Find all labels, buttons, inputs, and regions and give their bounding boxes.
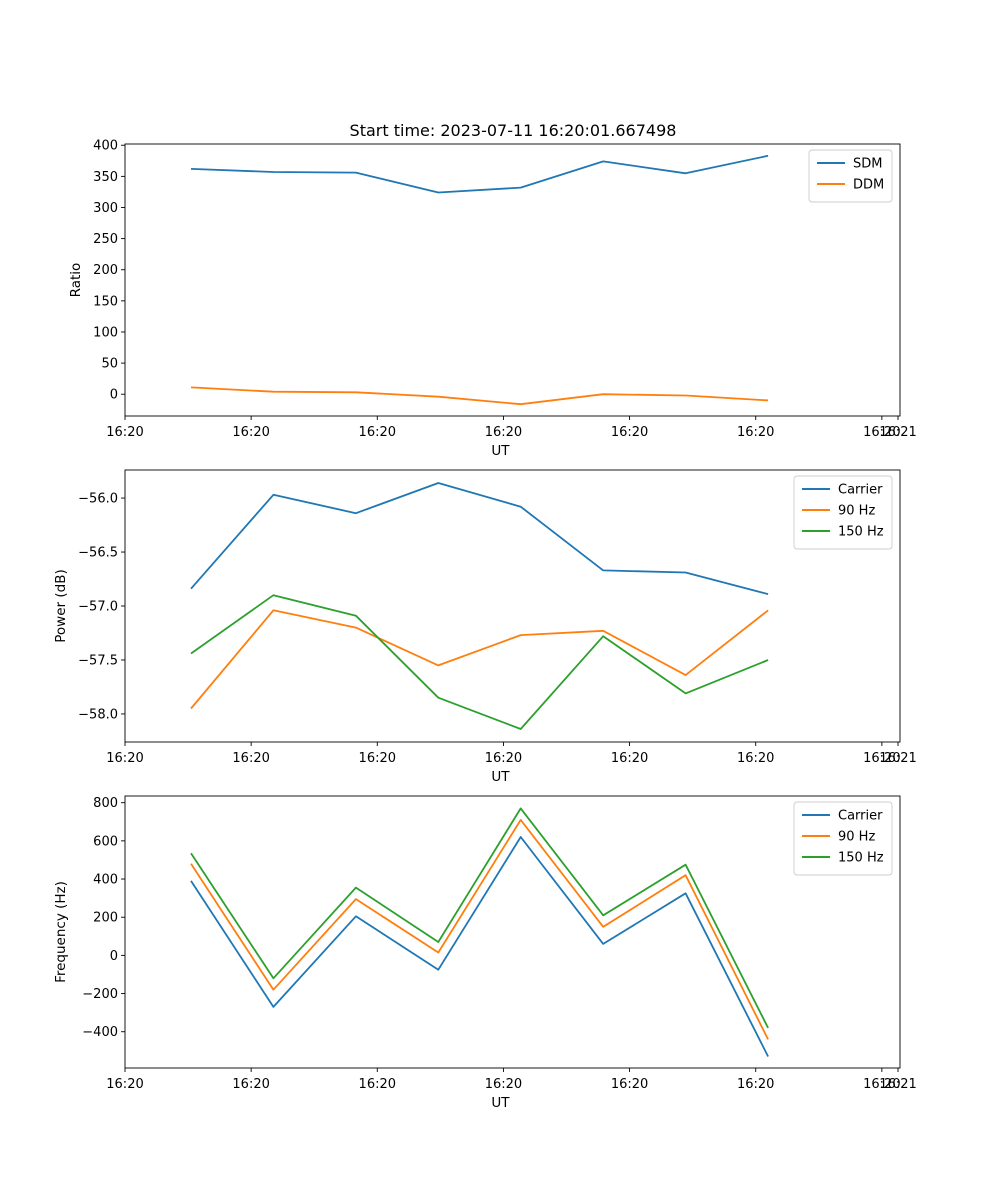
x-tick-label: 16:20 — [359, 1077, 396, 1092]
y-tick-label: 250 — [93, 232, 118, 247]
y-tick-label: 0 — [110, 949, 118, 964]
y-tick-label: −57.5 — [78, 653, 118, 668]
x-tick-label: 16:20 — [106, 1077, 143, 1092]
x-tick-label: 16:20 — [485, 1077, 522, 1092]
x-tick-label: 16:20 — [611, 1077, 648, 1092]
x-axis-label: UT — [491, 443, 510, 459]
series-line-carrier — [190, 836, 769, 1057]
x-tick-label: 16:20 — [359, 425, 396, 440]
legend: SDM DDM — [808, 149, 893, 203]
y-axis-label: Frequency (Hz) — [53, 881, 69, 983]
x-tick-label: 16:20 — [232, 751, 269, 766]
series-line-90-hz — [190, 609, 769, 710]
series-line-carrier — [190, 482, 769, 595]
y-axis-label: Ratio — [68, 263, 84, 298]
y-tick-label: −400 — [82, 1025, 118, 1040]
y-tick-label: 150 — [93, 294, 118, 309]
y-tick-label: 350 — [93, 170, 118, 185]
x-axis-label: UT — [491, 769, 510, 785]
legend-label: Carrier — [838, 483, 883, 498]
x-tick-label: 16:21 — [879, 425, 916, 440]
x-tick-label: 16:20 — [863, 751, 900, 766]
axes-frame — [124, 143, 901, 417]
series-line-90-hz — [190, 819, 769, 1040]
figure-title: Start time: 2023-07-11 16:20:01.667498 — [350, 121, 677, 140]
legend-label: Carrier — [838, 809, 883, 824]
x-tick-label: 16:20 — [106, 425, 143, 440]
legend-label: 150 Hz — [838, 525, 884, 540]
x-tick-label: 16:20 — [863, 1077, 900, 1092]
y-tick-label: 400 — [93, 139, 118, 154]
legend: Carrier 90 Hz 150 Hz — [793, 475, 893, 550]
series-line-ddm — [190, 386, 769, 406]
x-tick-label: 16:21 — [879, 751, 916, 766]
x-tick-label: 16:20 — [232, 1077, 269, 1092]
legend-label: 90 Hz — [838, 830, 875, 845]
x-tick-label: 16:20 — [359, 751, 396, 766]
x-tick-label: 16:20 — [737, 751, 774, 766]
x-tick-label: 16:20 — [232, 425, 269, 440]
y-tick-label: 300 — [93, 201, 118, 216]
y-axis-label: Power (dB) — [53, 569, 69, 642]
x-axis-label: UT — [491, 1095, 510, 1111]
y-tick-label: 50 — [101, 357, 118, 372]
y-tick-label: 400 — [93, 873, 118, 888]
y-tick-label: 0 — [110, 388, 118, 403]
x-tick-label: 16:20 — [863, 425, 900, 440]
y-tick-label: 800 — [93, 796, 118, 811]
y-tick-label: 600 — [93, 834, 118, 849]
series-line-sdm — [190, 154, 769, 194]
y-tick-label: 200 — [93, 263, 118, 278]
series-line-150-hz — [190, 594, 769, 730]
axes-frame — [124, 795, 901, 1069]
chart-panel-2: −56.0 −56.5 −57.0 −57.5 −58.0 16:20 16:20 16:20… — [53, 469, 917, 785]
y-tick-label: −200 — [82, 987, 118, 1002]
y-tick-label: −57.0 — [78, 600, 118, 615]
legend-label: 150 Hz — [838, 851, 884, 866]
x-tick-label: 16:20 — [611, 751, 648, 766]
series-line-150-hz — [190, 807, 769, 1029]
legend: Carrier 90 Hz 150 Hz — [793, 801, 893, 876]
legend-label: DDM — [853, 178, 884, 193]
legend-label: SDM — [853, 157, 882, 172]
y-tick-label: 200 — [93, 911, 118, 926]
x-tick-label: 16:20 — [485, 425, 522, 440]
x-tick-label: 16:21 — [879, 1077, 916, 1092]
x-tick-label: 16:20 — [737, 1077, 774, 1092]
x-tick-label: 16:20 — [485, 751, 522, 766]
y-tick-label: −56.5 — [78, 546, 118, 561]
legend-label: 90 Hz — [838, 504, 875, 519]
x-tick-label: 16:20 — [611, 425, 648, 440]
y-tick-label: 100 — [93, 325, 118, 340]
y-tick-label: −56.0 — [78, 492, 118, 507]
y-tick-label: −58.0 — [78, 707, 118, 722]
x-tick-label: 16:20 — [106, 751, 143, 766]
x-tick-label: 16:20 — [737, 425, 774, 440]
